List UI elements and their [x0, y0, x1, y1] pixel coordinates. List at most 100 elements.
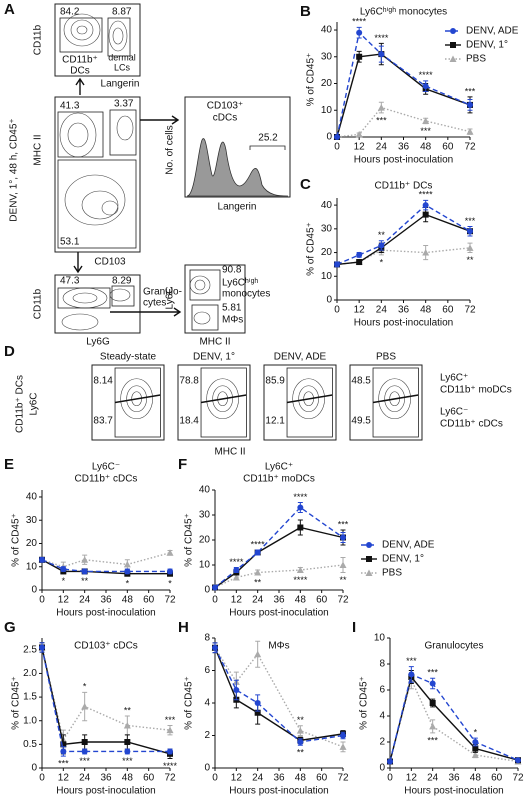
y-label: Ly6C: [29, 393, 40, 416]
marker: [123, 560, 131, 568]
marker: [334, 134, 340, 140]
gate-name: dermal: [108, 52, 136, 62]
contour: [212, 385, 233, 413]
significance: *: [380, 257, 384, 267]
y-axis-label: % of CD45⁺: [306, 53, 317, 107]
marker: [467, 228, 473, 235]
x-tick-label: 12: [354, 305, 366, 316]
x-axis-label: Hours post-inoculation: [229, 608, 329, 619]
significance: ***: [338, 519, 349, 529]
chart-title: Ly6C⁻: [92, 462, 120, 473]
y-tick-label: 0: [379, 763, 385, 774]
legend-label: DENV, ADE: [466, 26, 519, 37]
marker: [167, 748, 173, 755]
marker: [233, 687, 240, 693]
x-tick-label: 0: [212, 773, 218, 784]
gate: [57, 159, 137, 249]
flow-plot: [177, 364, 251, 441]
flow-plot: [91, 364, 165, 441]
y-tick-label: 8: [379, 659, 385, 670]
marker: [472, 739, 479, 745]
y-tick-label: 2.0: [23, 668, 37, 679]
x-tick-label: 48: [420, 305, 432, 316]
y-label: Ly6C: [165, 287, 176, 310]
marker: [297, 504, 304, 511]
x-label: Ly6G: [86, 337, 110, 348]
gate-name: CD11b⁺: [62, 55, 98, 66]
marker: [166, 549, 174, 556]
y-tick-label: 40: [321, 25, 333, 36]
plot-title: DENV, ADE: [274, 352, 327, 363]
marker: [450, 42, 456, 48]
marker: [124, 748, 131, 755]
marker: [450, 28, 456, 34]
marker: [124, 739, 131, 745]
significance: ****: [352, 17, 367, 27]
marker: [355, 130, 363, 138]
marker: [387, 758, 393, 765]
marker: [254, 549, 261, 556]
marker: [356, 53, 363, 60]
marker: [166, 726, 174, 734]
y-axis-label: % of CD45⁺: [184, 513, 195, 567]
x-axis-label: Hours post-inoculation: [354, 155, 454, 166]
marker: [339, 561, 347, 568]
gate: [111, 285, 135, 307]
marker: [296, 566, 304, 573]
marker: [81, 556, 89, 563]
series-line: [336, 31, 471, 138]
marker: [167, 568, 173, 575]
significance: *: [126, 578, 130, 588]
contour: [120, 378, 153, 420]
marker: [81, 748, 88, 755]
gate-divider: [200, 394, 247, 404]
x-tick-label: 60: [316, 773, 328, 784]
x-tick-label: 48: [420, 142, 432, 153]
panel-letter: F: [178, 456, 187, 473]
gate-name: Ly6C⁻: [440, 407, 468, 418]
chart-title: CD11b⁺ moDCs: [243, 474, 315, 485]
marker: [429, 680, 436, 687]
chart-title: Ly6C⁺: [265, 462, 293, 473]
x-tick-label: 72: [337, 595, 349, 606]
x-tick-label: 60: [316, 595, 328, 606]
x-tick-label: 60: [143, 595, 155, 606]
gate-value: 18.4: [179, 416, 199, 427]
panel-letter: H: [178, 619, 189, 636]
y-axis-label: % of CD45⁺: [184, 676, 195, 730]
x-tick-label: 36: [448, 773, 460, 784]
y-label: No. of cells: [165, 125, 176, 174]
gate-value: 41.3: [60, 101, 80, 112]
marker: [297, 739, 304, 745]
arrow: [73, 252, 83, 274]
plot-title: DENV, 1°: [193, 352, 235, 363]
x-tick-label: 0: [212, 595, 218, 606]
y-tick-label: 2: [379, 737, 385, 748]
contour: [378, 378, 411, 420]
x-tick-label: 60: [491, 773, 503, 784]
marker: [366, 542, 372, 548]
marker: [334, 261, 340, 268]
y-tick-label: 10: [26, 561, 38, 572]
panel-letter: A: [4, 1, 15, 18]
y-tick-label: 1.0: [23, 715, 37, 726]
marker: [81, 568, 88, 575]
x-tick-label: 48: [295, 595, 307, 606]
panel-letter: C: [300, 176, 311, 193]
gate-name: monocytes: [222, 289, 270, 300]
chart-title: Ly6Cʰⁱᵍʰ monocytes: [360, 7, 447, 18]
y-label: CD11b: [33, 288, 44, 319]
y-tick-label: 20: [199, 535, 211, 546]
significance: ***: [165, 715, 176, 725]
gate-name: LCs: [114, 62, 131, 72]
gate-value: 53.1: [60, 237, 80, 248]
legend-label: DENV, ADE: [382, 540, 435, 551]
x-tick-label: 24: [252, 773, 264, 784]
marker: [365, 569, 373, 576]
x-tick-label: 24: [376, 305, 388, 316]
gate-value: 78.8: [179, 376, 199, 387]
x-tick-label: 48: [122, 595, 134, 606]
marker: [297, 524, 304, 531]
